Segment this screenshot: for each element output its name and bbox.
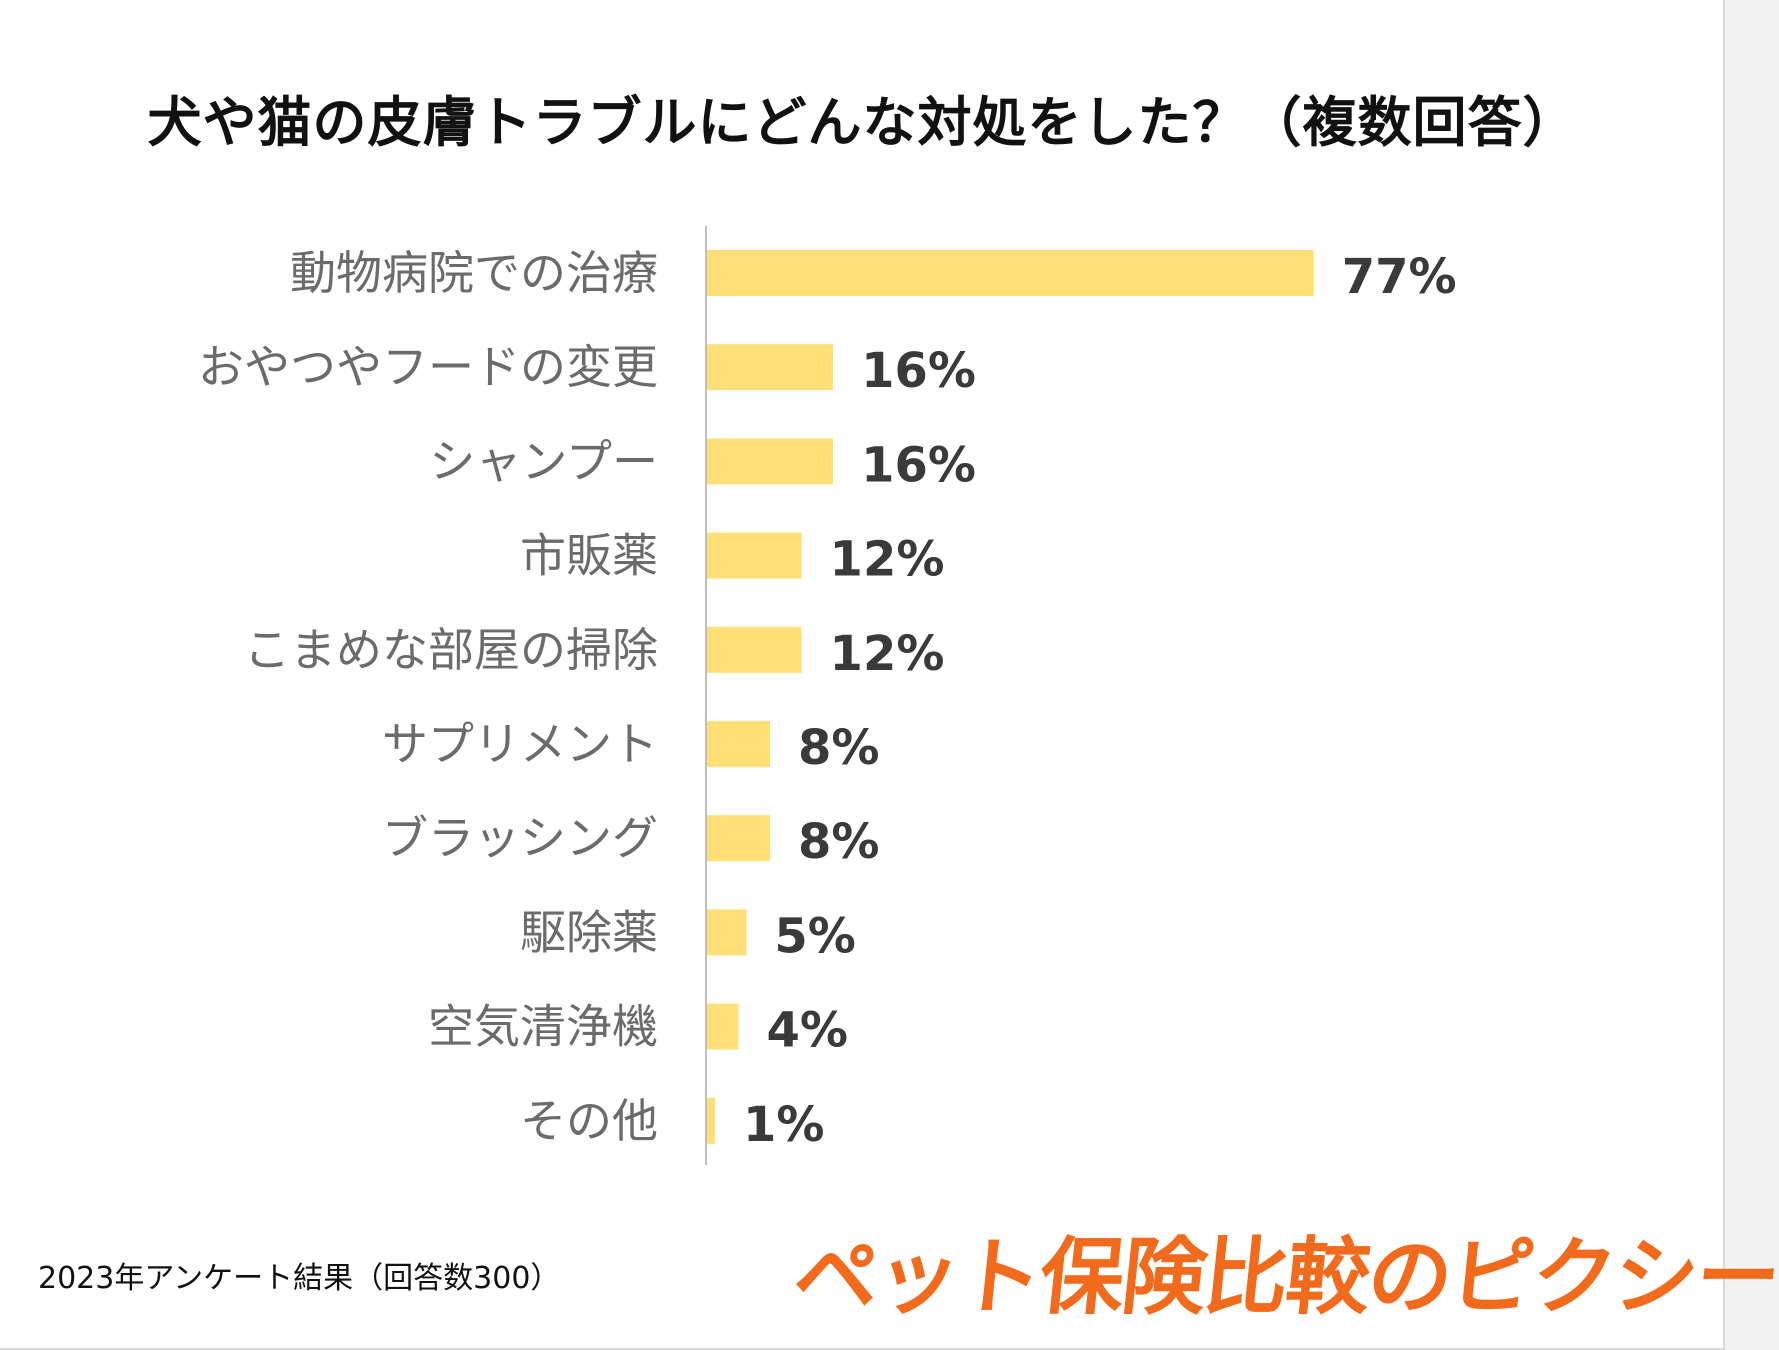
- bar-9: [707, 1097, 715, 1144]
- category-label-3: 市販薬: [520, 529, 658, 583]
- value-label-3: 12%: [830, 532, 945, 588]
- category-label-1: おやつやフードの変更: [198, 340, 658, 394]
- bar-2: [707, 438, 834, 485]
- value-label-0: 77%: [1342, 249, 1457, 305]
- category-label-2: シャンプー: [429, 434, 658, 488]
- chart-title: 犬や猫の皮膚トラブルにどんな対処をした？（複数回答）: [147, 91, 1578, 154]
- bar-4: [707, 626, 802, 673]
- bar-chart: 動物病院での治療 77% おやつやフードの変更 16% シャンプー 16% 市販薬 12% こま…: [198, 226, 1457, 1165]
- bar-8: [707, 1003, 739, 1050]
- category-label-9: その他: [520, 1094, 658, 1148]
- value-label-1: 16%: [861, 343, 976, 399]
- category-label-4: こまめな部屋の掃除: [244, 623, 658, 677]
- value-label-4: 12%: [830, 626, 945, 682]
- category-label-6: ブラッシング: [382, 811, 658, 865]
- category-label-0: 動物病院での治療: [290, 246, 658, 300]
- value-label-8: 4%: [767, 1003, 849, 1059]
- bar-6: [707, 815, 771, 862]
- value-label-7: 5%: [774, 908, 856, 964]
- bar-5: [707, 721, 771, 767]
- value-label-9: 1%: [743, 1097, 825, 1153]
- survey-footnote: 2023年アンケート結果（回答数300）: [38, 1261, 561, 1296]
- category-label-8: 空気清浄機: [428, 1000, 658, 1054]
- category-label-5: サプリメント: [382, 717, 658, 771]
- value-label-2: 16%: [861, 437, 976, 493]
- category-label-7: 駆除薬: [520, 905, 658, 959]
- value-label-5: 8%: [798, 720, 880, 776]
- bar-1: [707, 344, 834, 391]
- bar-3: [707, 532, 802, 579]
- bar-0: [707, 250, 1314, 296]
- brand-logo[interactable]: ペット保険比較のピクシー: [789, 1228, 1779, 1326]
- value-label-6: 8%: [798, 814, 880, 870]
- bar-7: [707, 909, 747, 956]
